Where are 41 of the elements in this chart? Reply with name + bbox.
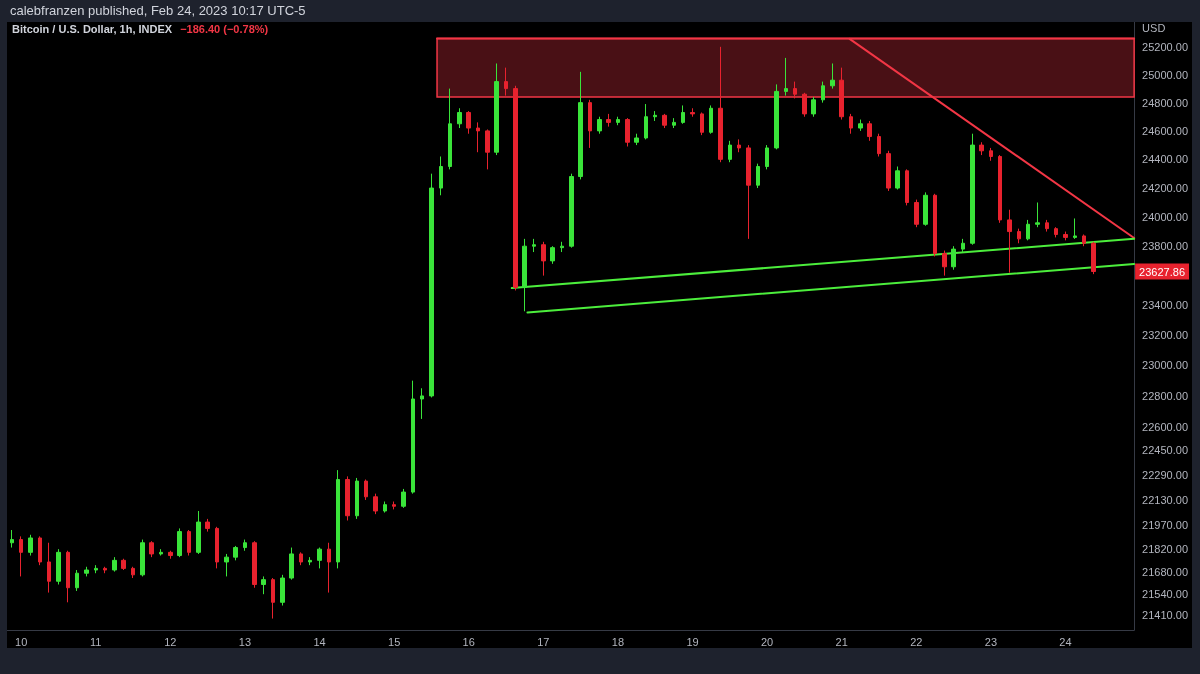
- y-tick-label: 23000.00: [1142, 359, 1189, 372]
- x-tick-label: 24: [1059, 635, 1072, 648]
- x-tick-label: 19: [686, 635, 699, 648]
- x-tick-label: 21: [835, 635, 848, 648]
- x-tick-label: 22: [910, 635, 923, 648]
- y-axis-title: USD: [1142, 22, 1166, 34]
- y-tick-label: 23400.00: [1142, 299, 1189, 312]
- y-tick-label: 22130.00: [1142, 493, 1189, 506]
- text: calebfranzen published, Feb 24, 2023 10:17 UTC-5: [10, 3, 306, 18]
- y-tick-label: 21410.00: [1142, 609, 1189, 622]
- y-tick-label: 21540.00: [1142, 588, 1189, 601]
- x-tick-label: 11: [90, 635, 102, 648]
- y-tick-label: 25000.00: [1142, 68, 1189, 81]
- x-tick-label: 16: [462, 635, 475, 648]
- x-tick-label: 17: [537, 635, 550, 648]
- y-tick-label: 25200.00: [1142, 40, 1189, 53]
- x-tick-label: 15: [388, 635, 401, 648]
- y-tick-label: 24800.00: [1142, 96, 1189, 109]
- y-tick-label: 21970.00: [1142, 519, 1189, 532]
- x-tick-label: 14: [313, 635, 326, 648]
- y-tick-label: 22290.00: [1142, 468, 1189, 481]
- x-tick-label: 23: [984, 635, 998, 648]
- y-tick-label: 24200.00: [1142, 182, 1189, 195]
- y-tick-label: 24400.00: [1142, 153, 1189, 166]
- y-tick-label: 22800.00: [1142, 389, 1189, 402]
- y-tick-label: 23800.00: [1142, 240, 1189, 253]
- x-tick-label: 18: [611, 635, 625, 648]
- x-tick-label: 12: [164, 635, 177, 648]
- y-tick-label: 23200.00: [1142, 329, 1189, 342]
- y-tick-label: 24000.00: [1142, 211, 1189, 223]
- y-tick-label: 22600.00: [1142, 420, 1189, 433]
- y-tick-label: 24600.00: [1142, 124, 1189, 137]
- y-tick-label: 23627.86: [1139, 266, 1186, 279]
- chart-subtitle: −186.40 (−0.78%): [180, 23, 269, 35]
- y-tick-label: 21820.00: [1142, 543, 1189, 556]
- x-tick-label: 20: [760, 635, 774, 648]
- x-tick-label: 10: [15, 635, 28, 648]
- x-tick-label: 13: [238, 635, 252, 648]
- chart-title: Bitcoin / U.S. Dollar, 1h, INDEX: [12, 23, 173, 35]
- y-tick-label: 21680.00: [1142, 565, 1189, 578]
- y-tick-label: 22450.00: [1142, 443, 1189, 456]
